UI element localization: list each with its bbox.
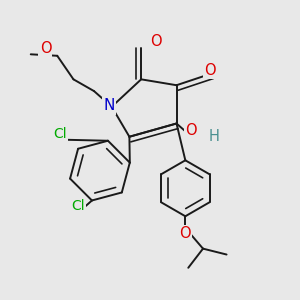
Text: Cl: Cl <box>53 127 67 141</box>
Text: H: H <box>209 129 220 144</box>
Text: Cl: Cl <box>71 199 85 213</box>
Text: N: N <box>103 98 115 113</box>
Text: O: O <box>40 41 51 56</box>
Text: O: O <box>179 226 191 242</box>
Text: O: O <box>150 34 162 49</box>
Text: O: O <box>185 123 197 138</box>
Text: O: O <box>205 63 216 78</box>
